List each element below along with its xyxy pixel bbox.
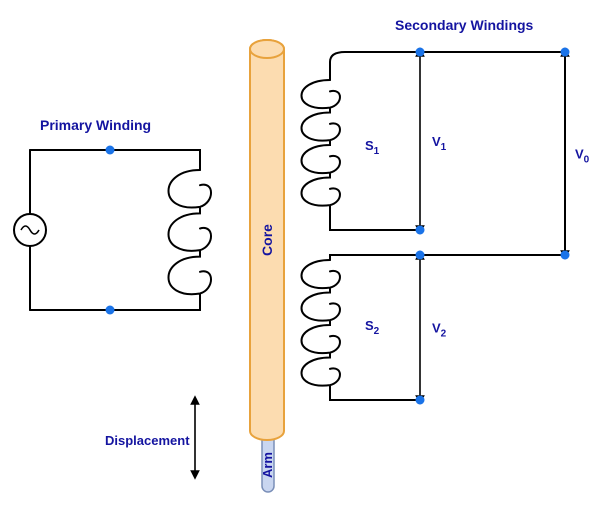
- label-8: V2: [432, 321, 447, 340]
- label-7: V1: [432, 134, 447, 153]
- label-5: S1: [365, 138, 380, 157]
- secondary-circuit: [302, 52, 566, 400]
- displacement-label: Displacement: [105, 433, 190, 448]
- connection-nodes: [106, 48, 570, 405]
- label-9: V0: [575, 147, 590, 166]
- arm-label: Arm: [260, 452, 275, 478]
- core-label: Core: [259, 224, 275, 256]
- lvdt-diagram: Primary Winding Secondary Windings Core Arm…: [0, 0, 600, 517]
- labels: Primary Winding Secondary Windings Core Arm…: [40, 17, 590, 478]
- secondary-windings-label: Secondary Windings: [395, 17, 534, 33]
- primary-circuit: [14, 150, 211, 310]
- primary-winding-label: Primary Winding: [40, 117, 151, 133]
- label-6: S2: [365, 318, 380, 337]
